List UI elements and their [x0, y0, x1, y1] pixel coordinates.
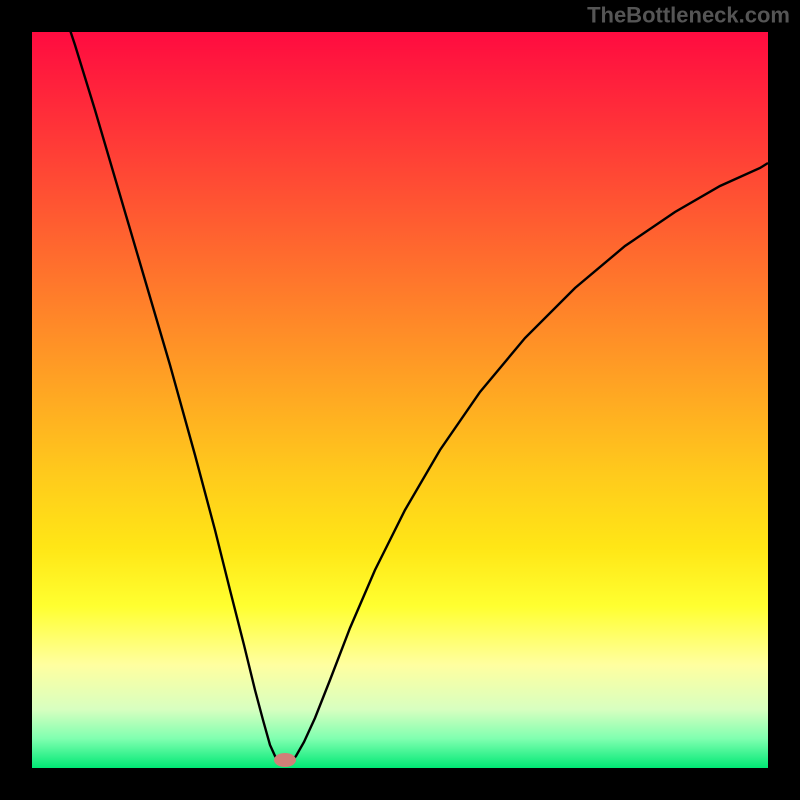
bottleneck-chart: TheBottleneck.com [0, 0, 800, 800]
chart-svg: TheBottleneck.com [0, 0, 800, 800]
chart-frame [16, 16, 784, 784]
gradient-background [32, 32, 768, 768]
optimal-point-marker [274, 753, 296, 767]
bottleneck-curve [60, 0, 768, 765]
watermark-text: TheBottleneck.com [587, 3, 790, 28]
